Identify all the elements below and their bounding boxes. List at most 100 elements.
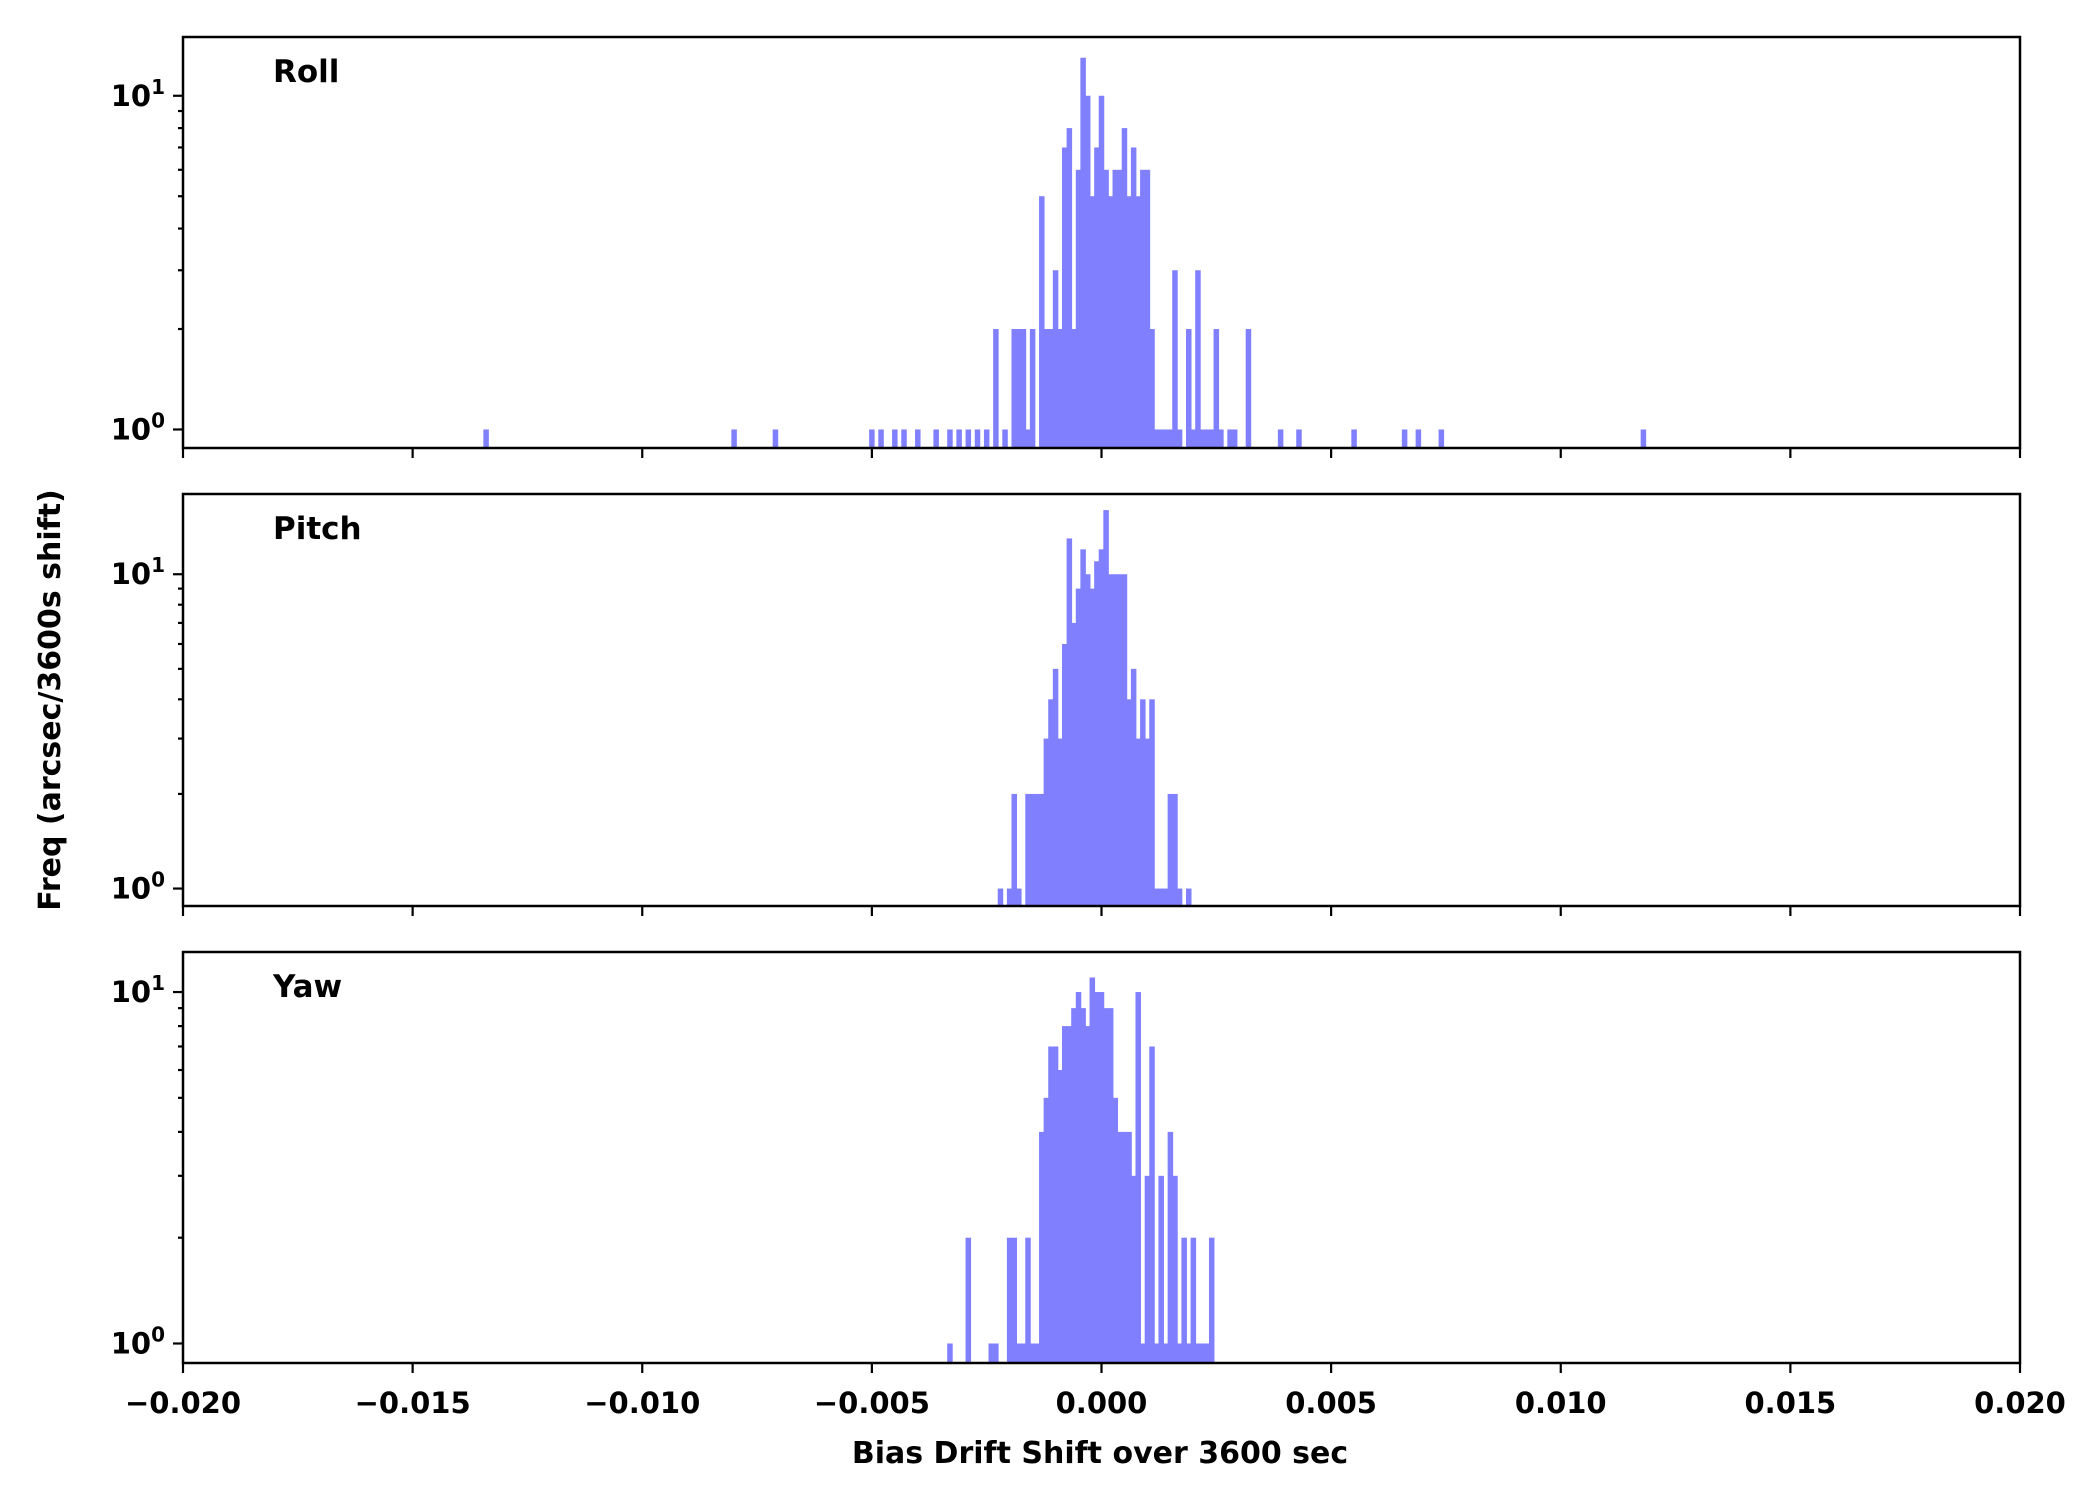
yaw-bar	[1071, 1008, 1077, 1363]
yaw-bar	[1190, 1237, 1197, 1363]
roll-bar	[1199, 429, 1206, 448]
roll-bar	[1098, 95, 1105, 448]
pitch-bar	[1029, 793, 1036, 906]
roll-bar	[1218, 429, 1224, 448]
pitch-bar	[1052, 668, 1059, 906]
pitch-bar	[1158, 888, 1164, 906]
pitch-bar	[1062, 643, 1068, 906]
roll-bar	[1208, 429, 1215, 448]
yaw-bar	[1208, 1237, 1215, 1363]
roll-bar	[1121, 128, 1128, 448]
roll-bar	[901, 429, 907, 448]
roll-bar	[1195, 270, 1201, 448]
pitch-bar	[1117, 574, 1123, 906]
yaw-bar	[1149, 1046, 1155, 1363]
yaw-bar	[1176, 1343, 1183, 1363]
roll-bar	[1020, 329, 1027, 448]
yaw-bar	[988, 1343, 995, 1363]
pitch-y-tick-label: 100	[111, 868, 165, 906]
roll-bar	[1186, 329, 1192, 448]
roll-bar	[1075, 169, 1082, 449]
roll-bar	[1438, 429, 1445, 448]
roll-bar	[1107, 196, 1114, 448]
roll-bar	[1213, 329, 1220, 448]
roll-bar	[1062, 147, 1068, 448]
yaw-bar	[1025, 1237, 1031, 1363]
pitch-bar	[1094, 561, 1100, 906]
roll-bar	[731, 429, 737, 448]
roll-bar	[1066, 128, 1073, 448]
roll-bar	[1094, 147, 1100, 448]
yaw-bar	[1195, 1343, 1201, 1363]
pitch-bar	[1172, 793, 1178, 906]
roll-bar	[1025, 429, 1031, 448]
roll-bar	[956, 429, 962, 448]
roll-bar	[772, 429, 779, 448]
pitch-bar	[1043, 738, 1050, 906]
x-tick-label: 0.015	[1745, 1386, 1837, 1420]
roll-bar	[1415, 429, 1422, 448]
x-tick-label: 0.000	[1056, 1386, 1148, 1420]
roll-bar	[1135, 196, 1141, 448]
yaw-bar	[1006, 1237, 1013, 1363]
roll-bar	[1016, 329, 1022, 448]
roll-bar	[974, 429, 981, 448]
yaw-y-tick-label: 101	[111, 971, 165, 1009]
roll-bar	[933, 429, 939, 448]
roll-bar	[1149, 329, 1155, 448]
pitch-bar	[1121, 574, 1128, 906]
roll-bar	[1039, 196, 1045, 448]
yaw-bar	[1057, 1070, 1063, 1363]
roll-bar	[1029, 329, 1036, 448]
pitch-bar	[1025, 793, 1031, 906]
roll-bar	[1117, 169, 1123, 449]
yaw-bar	[1107, 1008, 1114, 1363]
roll-bar	[1126, 196, 1132, 448]
yaw-bar	[1121, 1131, 1128, 1363]
yaw-bar	[1075, 992, 1082, 1363]
yaw-bar	[1029, 1343, 1036, 1363]
roll-bar	[1277, 429, 1284, 448]
pitch-bar	[1066, 538, 1073, 906]
yaw-bar	[1186, 1343, 1192, 1363]
roll-bar	[1167, 429, 1174, 448]
yaw-bar	[1112, 1097, 1119, 1363]
pitch-bar	[1098, 549, 1105, 906]
x-tick-label: −0.020	[125, 1386, 241, 1420]
pitch-bar	[1016, 888, 1022, 906]
roll-bar	[1089, 196, 1096, 448]
yaw-bar	[1140, 1343, 1146, 1363]
yaw-bar	[1020, 1343, 1027, 1363]
pitch-bar	[1186, 888, 1192, 906]
yaw-bar	[1048, 1046, 1054, 1363]
yaw-bar	[1094, 992, 1100, 1363]
roll-bar	[1231, 429, 1238, 448]
pitch-bar	[1144, 738, 1151, 906]
roll-bar	[1043, 329, 1050, 448]
roll-bar	[1245, 329, 1252, 448]
pitch-y-tick-label: 101	[111, 553, 165, 591]
yaw-bar	[1172, 1175, 1178, 1363]
pitch-bar	[1075, 588, 1082, 906]
yaw-panel: −0.020 −0.015 −0.010 −0.005 0.000 0.005 0.010 0…	[111, 950, 2066, 1420]
yaw-bar	[1039, 1131, 1045, 1363]
pitch-bar	[1057, 738, 1063, 906]
roll-bar	[915, 429, 921, 448]
yaw-bar	[965, 1237, 972, 1363]
yaw-bar	[1011, 1237, 1017, 1363]
pitch-bar	[1089, 588, 1096, 906]
pitch-bar	[1153, 888, 1160, 906]
roll-bar	[1158, 429, 1164, 448]
y-axis-label: Freq (arcsec/3600s shift)	[33, 489, 68, 911]
pitch-bar	[1176, 888, 1183, 906]
pitch-bar	[1149, 699, 1155, 906]
yaw-bar	[1163, 1343, 1169, 1363]
roll-bar	[965, 429, 972, 448]
roll-bar	[993, 329, 999, 448]
yaw-bar	[1066, 1026, 1073, 1363]
pitch-bar	[1163, 888, 1169, 906]
roll-bar	[1084, 95, 1091, 448]
roll-bar	[1176, 429, 1183, 448]
roll-bar	[1190, 429, 1197, 448]
yaw-y-tick-label: 100	[111, 1322, 165, 1360]
